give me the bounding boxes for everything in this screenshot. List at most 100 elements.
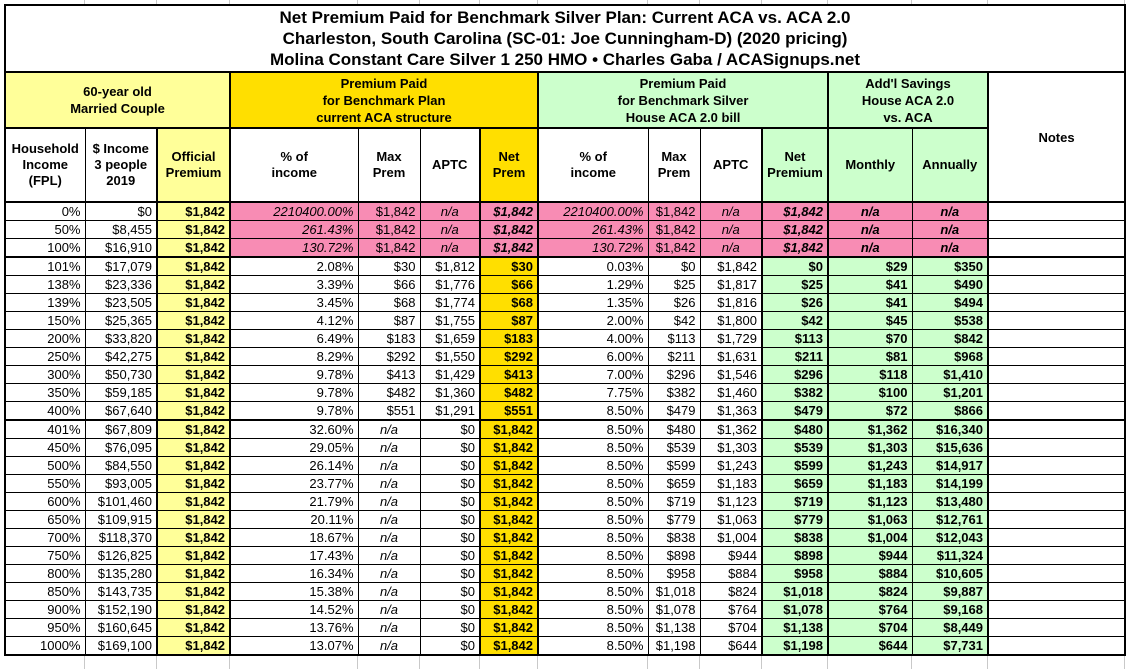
cell-savings-monthly[interactable]: $704 [827,618,913,637]
cell-aca-aptc[interactable]: $0 [419,600,481,619]
cell-aca-aptc[interactable]: $0 [419,438,481,457]
cell-aca-net-prem[interactable]: $292 [479,347,539,366]
cell-notes[interactable] [987,438,1126,457]
cell-aca-net-prem[interactable]: $551 [479,401,539,421]
cell-aca-aptc[interactable]: $1,776 [419,275,481,294]
cell-income[interactable]: $33,820 [84,329,158,348]
cell-aca-aptc[interactable]: $0 [419,492,481,511]
cell-notes[interactable] [987,564,1126,583]
cell-aca-net-prem[interactable]: $1,842 [479,474,539,493]
cell-aca2-net-premium[interactable]: $0 [761,256,829,276]
cell-notes[interactable] [987,293,1126,312]
cell-income[interactable]: $101,460 [84,492,158,511]
column-header-fpl[interactable]: Household Income (FPL) [4,127,86,203]
column-header-notes[interactable]: Notes [987,71,1126,203]
cell-aca2-pct-income[interactable]: 7.00% [537,365,649,384]
cell-aca2-aptc[interactable]: $644 [699,636,763,656]
cell-fpl[interactable]: 250% [4,347,86,366]
cell-savings-monthly[interactable]: $1,362 [827,419,913,439]
cell-aca-net-prem[interactable]: $1,842 [479,201,539,221]
cell-aca-net-prem[interactable]: $1,842 [479,582,539,601]
cell-aca-aptc[interactable]: n/a [419,220,481,239]
cell-aca2-net-premium[interactable]: $42 [761,311,829,330]
cell-fpl[interactable]: 850% [4,582,86,601]
cell-fpl[interactable]: 500% [4,456,86,475]
cell-aca2-pct-income[interactable]: 8.50% [537,636,649,656]
cell-notes[interactable] [987,365,1126,384]
cell-aca-max-prem[interactable]: n/a [357,528,421,547]
cell-income[interactable]: $59,185 [84,383,158,402]
cell-fpl[interactable]: 750% [4,546,86,565]
cell-fpl[interactable]: 800% [4,564,86,583]
cell-aca2-net-premium[interactable]: $1,198 [761,636,829,656]
cell-notes[interactable] [987,383,1126,402]
cell-fpl[interactable]: 700% [4,528,86,547]
cell-official-premium[interactable]: $1,842 [156,220,231,239]
cell-savings-annually[interactable]: $14,917 [911,456,989,475]
cell-income[interactable]: $16,910 [84,238,158,258]
cell-notes[interactable] [987,492,1126,511]
cell-aca-pct-income[interactable]: 9.78% [229,383,359,402]
cell-income[interactable]: $118,370 [84,528,158,547]
cell-official-premium[interactable]: $1,842 [156,510,231,529]
cell-aca-aptc[interactable]: $0 [419,564,481,583]
column-header-aca-pct-income[interactable]: % of income [229,127,359,203]
cell-aca-max-prem[interactable]: $68 [357,293,421,312]
cell-savings-monthly[interactable]: $644 [827,636,913,656]
cell-aca-pct-income[interactable]: 21.79% [229,492,359,511]
cell-fpl[interactable]: 1000% [4,636,86,656]
cell-savings-annually[interactable]: $13,480 [911,492,989,511]
cell-official-premium[interactable]: $1,842 [156,329,231,348]
cell-notes[interactable] [987,419,1126,439]
cell-fpl[interactable]: 600% [4,492,86,511]
cell-aca2-aptc[interactable]: $1,631 [699,347,763,366]
cell-aca2-aptc[interactable]: $704 [699,618,763,637]
cell-fpl[interactable]: 0% [4,201,86,221]
cell-notes[interactable] [987,582,1126,601]
cell-aca-max-prem[interactable]: $551 [357,401,421,421]
cell-aca-aptc[interactable]: $1,774 [419,293,481,312]
cell-aca-aptc[interactable]: n/a [419,238,481,258]
cell-savings-monthly[interactable]: n/a [827,201,913,221]
cell-income[interactable]: $169,100 [84,636,158,656]
cell-aca-pct-income[interactable]: 8.29% [229,347,359,366]
column-header-aca2-pct-income[interactable]: % of income [537,127,649,203]
cell-aca-max-prem[interactable]: n/a [357,618,421,637]
cell-aca-aptc[interactable]: $0 [419,618,481,637]
cell-aca-aptc[interactable]: $0 [419,636,481,656]
cell-aca-net-prem[interactable]: $1,842 [479,618,539,637]
cell-fpl[interactable]: 450% [4,438,86,457]
cell-aca-pct-income[interactable]: 130.72% [229,238,359,258]
cell-savings-annually[interactable]: $14,199 [911,474,989,493]
cell-aca-max-prem[interactable]: $183 [357,329,421,348]
cell-official-premium[interactable]: $1,842 [156,456,231,475]
cell-aca2-max-prem[interactable]: $1,018 [647,582,701,601]
cell-aca2-net-premium[interactable]: $113 [761,329,829,348]
cell-savings-annually[interactable]: $11,324 [911,546,989,565]
cell-aca2-max-prem[interactable]: $1,842 [647,201,701,221]
cell-aca-aptc[interactable]: $0 [419,546,481,565]
cell-income[interactable]: $17,079 [84,256,158,276]
cell-savings-monthly[interactable]: $100 [827,383,913,402]
cell-notes[interactable] [987,474,1126,493]
cell-aca-pct-income[interactable]: 9.78% [229,365,359,384]
cell-aca-pct-income[interactable]: 6.49% [229,329,359,348]
cell-aca2-net-premium[interactable]: $1,842 [761,220,829,239]
cell-aca2-net-premium[interactable]: $1,842 [761,201,829,221]
cell-aca2-aptc[interactable]: $1,816 [699,293,763,312]
cell-aca2-pct-income[interactable]: 8.50% [537,564,649,583]
cell-income[interactable]: $160,645 [84,618,158,637]
cell-aca-pct-income[interactable]: 3.39% [229,275,359,294]
cell-aca-net-prem[interactable]: $66 [479,275,539,294]
cell-income[interactable]: $135,280 [84,564,158,583]
cell-savings-monthly[interactable]: $1,303 [827,438,913,457]
cell-savings-annually[interactable]: $538 [911,311,989,330]
cell-aca2-aptc[interactable]: $824 [699,582,763,601]
cell-savings-monthly[interactable]: n/a [827,238,913,258]
cell-aca-pct-income[interactable]: 261.43% [229,220,359,239]
cell-aca2-aptc[interactable]: $944 [699,546,763,565]
cell-aca2-pct-income[interactable]: 8.50% [537,474,649,493]
cell-savings-monthly[interactable]: $45 [827,311,913,330]
cell-savings-annually[interactable]: n/a [911,201,989,221]
cell-aca2-max-prem[interactable]: $26 [647,293,701,312]
